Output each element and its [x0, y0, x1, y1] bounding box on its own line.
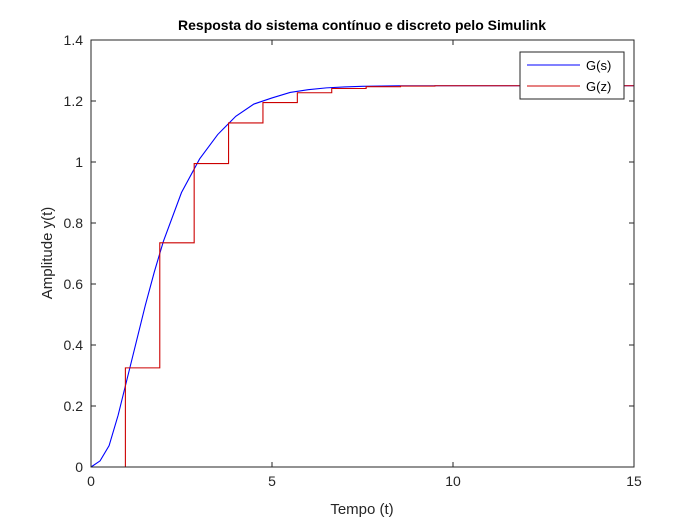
legend-box: [519, 51, 625, 100]
y-tick-label: 1: [75, 154, 83, 170]
x-axis-label: Tempo (t): [330, 501, 393, 518]
y-tick-label: 1.4: [64, 32, 84, 48]
chart-title: Resposta do sistema contínuo e discreto …: [178, 17, 546, 33]
ticks-layer: 0 5 10 15 0 0.2 0.4 0.6 0.8 1 1.2 1.4: [64, 32, 642, 489]
y-axis-label: Amplitude y(t): [39, 207, 56, 300]
y-tick-label: 1.2: [64, 93, 84, 109]
legend: G(s) G(z): [519, 51, 625, 100]
y-tick-label: 0.6: [64, 276, 84, 292]
plot-area: [91, 40, 634, 467]
legend-label-gs: G(s): [586, 58, 611, 73]
y-tick-label: 0.8: [64, 215, 84, 231]
y-tick-label: 0: [75, 459, 83, 475]
y-tick-label: 0.2: [64, 398, 84, 414]
legend-label-gz: G(z): [586, 79, 611, 94]
x-tick-label: 0: [87, 473, 95, 489]
series-layer: [90, 85, 634, 468]
x-tick-label: 15: [626, 473, 642, 489]
series-line-gz: [91, 85, 634, 468]
y-tick-label: 0.4: [64, 337, 84, 353]
plot-frame: [90, 39, 635, 468]
x-tick-label: 5: [268, 473, 276, 489]
x-tick-label: 10: [445, 473, 461, 489]
